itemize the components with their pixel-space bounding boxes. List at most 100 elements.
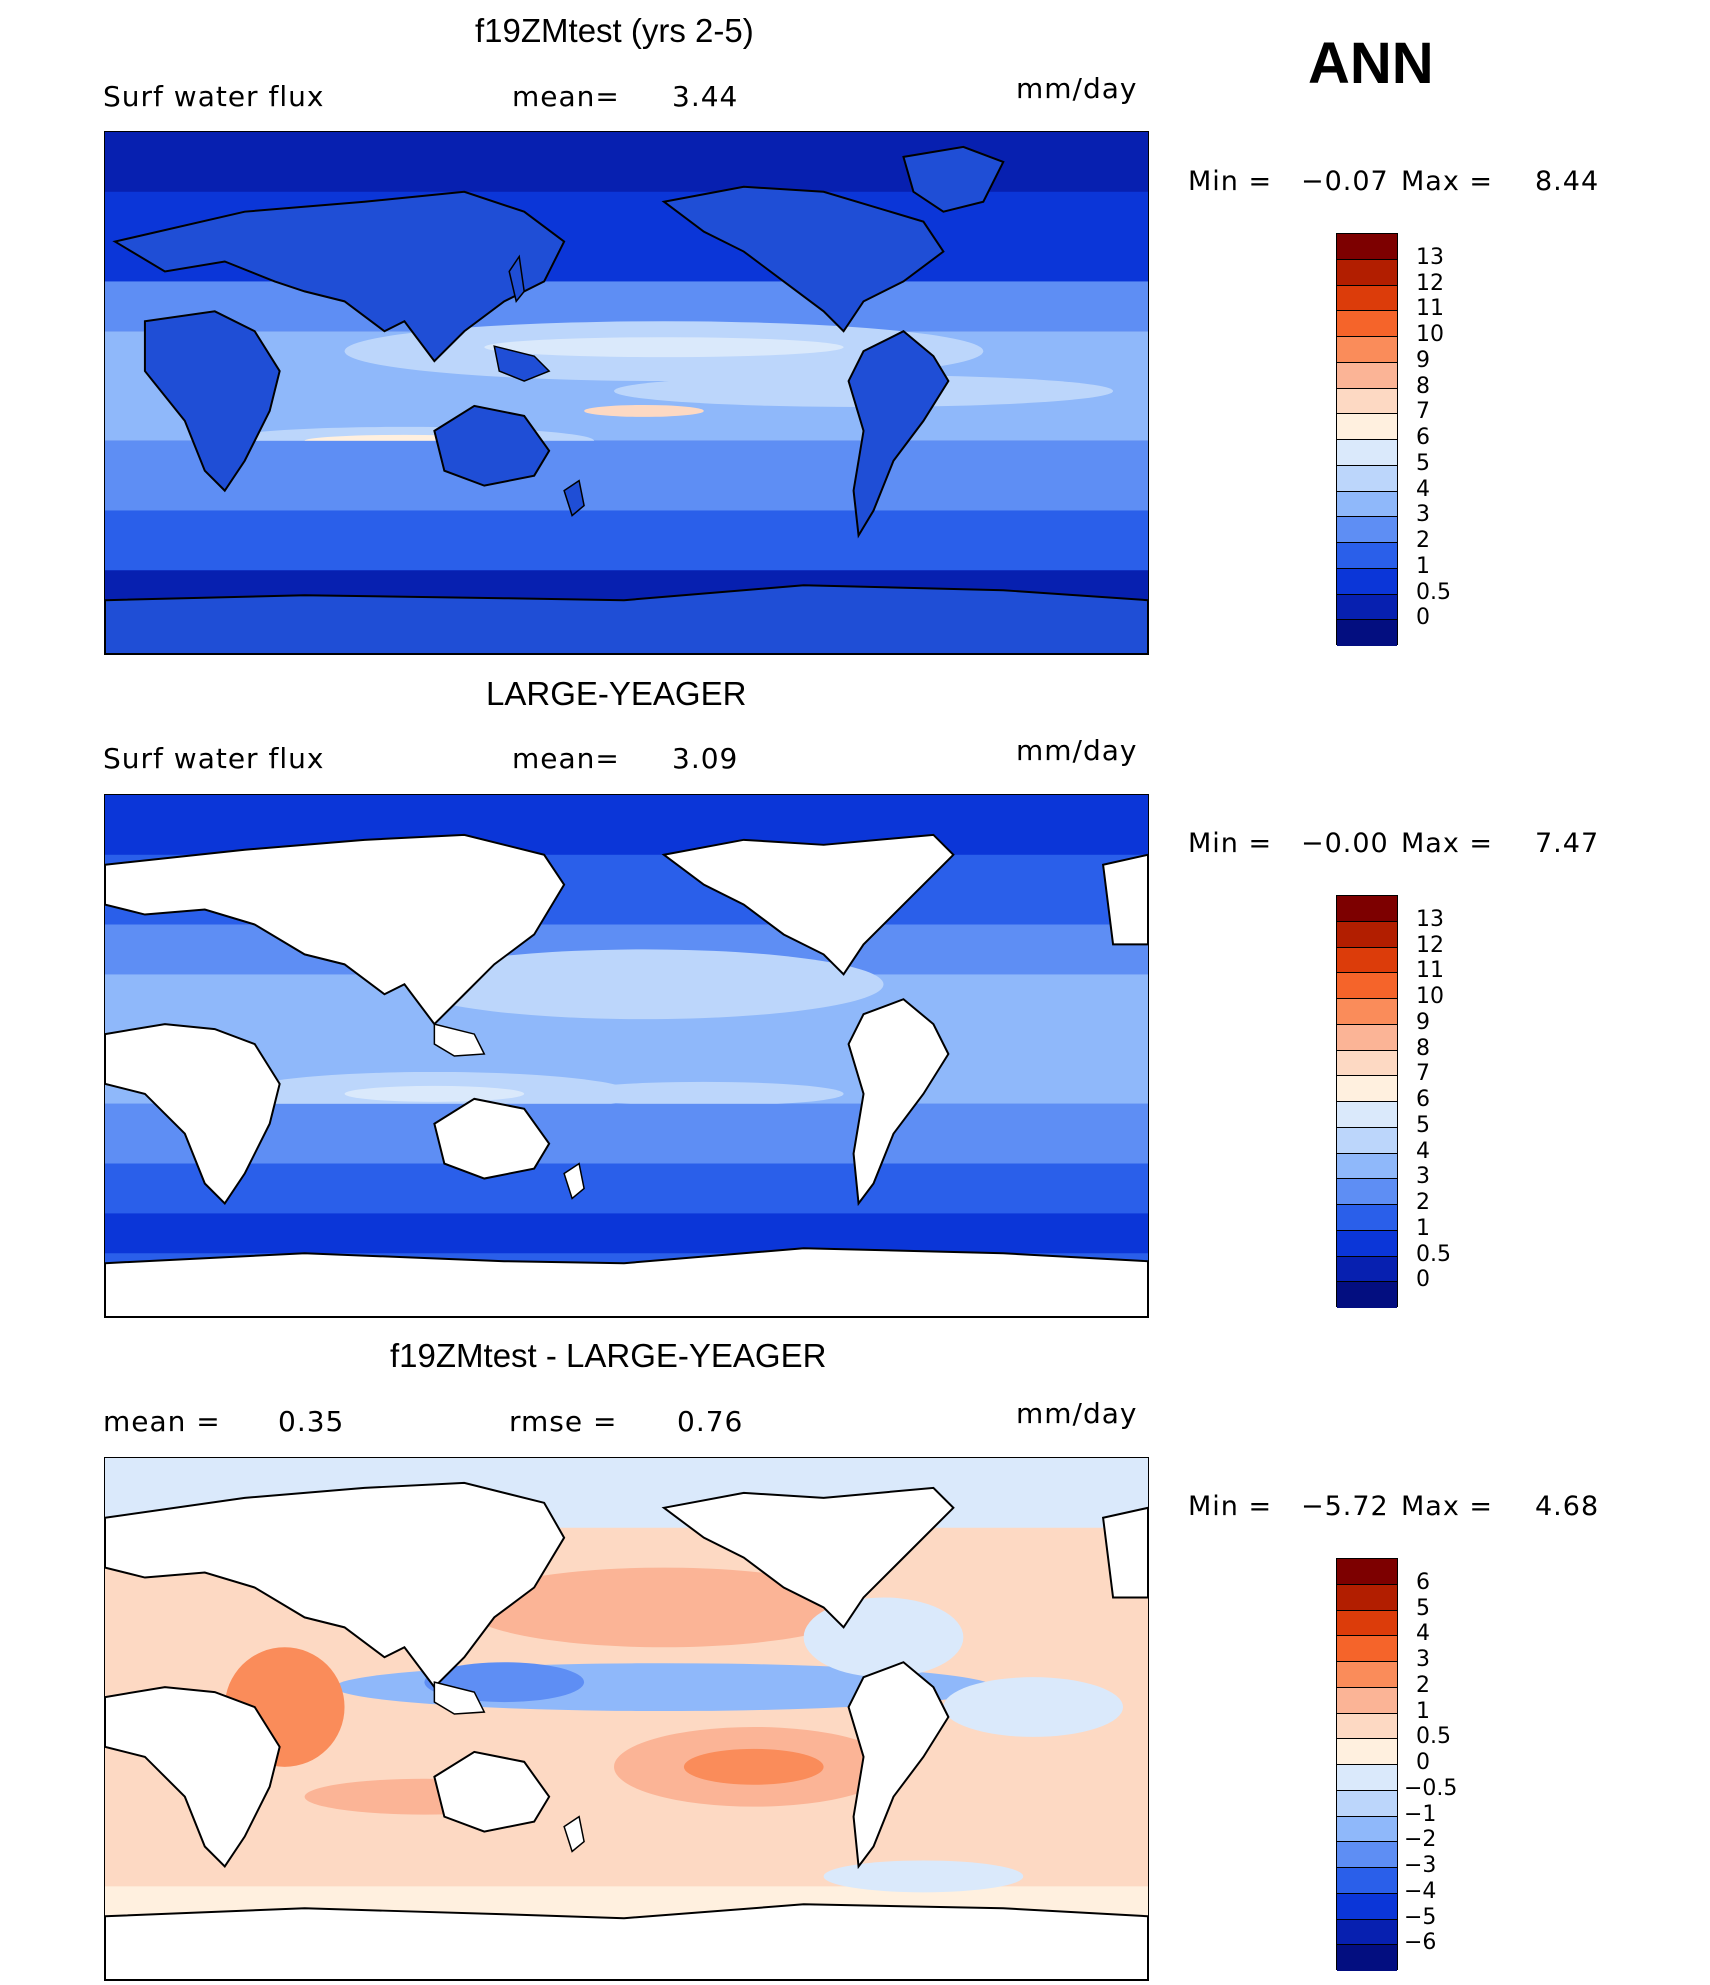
colorbar-swatch bbox=[1337, 1816, 1397, 1843]
colorbar-tick-label: 7 bbox=[1416, 399, 1430, 425]
colorbar-tick-label: 8 bbox=[1416, 1035, 1430, 1061]
colorbar-tick-label: 2 bbox=[1416, 1672, 1430, 1698]
panel-1-mean-label: mean= bbox=[512, 80, 620, 113]
colorbar-tick-label: 0 bbox=[1416, 1267, 1430, 1293]
colorbar-tick-label: 11 bbox=[1416, 958, 1444, 984]
colorbar-tick-label: 3 bbox=[1416, 1164, 1430, 1190]
colorbar-swatch bbox=[1337, 1559, 1397, 1585]
panel-2-units: mm/day bbox=[1016, 734, 1138, 767]
colorbar-tick-label: 5 bbox=[1416, 1112, 1430, 1138]
panel-1-mean-value: 3.44 bbox=[672, 80, 739, 113]
colorbar-swatch bbox=[1337, 1127, 1397, 1154]
panel-1-max-value: 8.44 bbox=[1535, 166, 1600, 197]
colorbar-tick-label: 12 bbox=[1416, 932, 1444, 958]
colorbar-swatch bbox=[1337, 1610, 1397, 1637]
colorbar-tick-label: −2 bbox=[1404, 1827, 1437, 1853]
colorbar-tick-label: 5 bbox=[1416, 450, 1430, 476]
colorbar-swatch bbox=[1337, 1945, 1397, 1971]
colorbar-swatch bbox=[1337, 543, 1397, 569]
panel-3-colorbar bbox=[1336, 1558, 1398, 1971]
colorbar-tick-label: −4 bbox=[1404, 1878, 1437, 1904]
colorbar-tick-label: 4 bbox=[1416, 476, 1430, 502]
colorbar-swatch bbox=[1337, 1256, 1397, 1283]
colorbar-swatch bbox=[1337, 1076, 1397, 1102]
colorbar-swatch bbox=[1337, 491, 1397, 518]
colorbar-tick-label: 4 bbox=[1416, 1621, 1430, 1647]
colorbar-swatch bbox=[1337, 465, 1397, 492]
colorbar-swatch bbox=[1337, 947, 1397, 974]
colorbar-tick-label: 0 bbox=[1416, 605, 1430, 631]
colorbar-swatch bbox=[1337, 1584, 1397, 1611]
colorbar-tick-label: −3 bbox=[1404, 1853, 1437, 1878]
colorbar-swatch bbox=[1337, 1102, 1397, 1128]
colorbar-swatch bbox=[1337, 1282, 1397, 1308]
colorbar-swatch bbox=[1337, 568, 1397, 595]
panel-2-mean-label: mean= bbox=[512, 742, 620, 775]
colorbar-swatch bbox=[1337, 1636, 1397, 1662]
colorbar-swatch bbox=[1337, 337, 1397, 363]
colorbar-swatch bbox=[1337, 1153, 1397, 1180]
colorbar-tick-label: 1 bbox=[1416, 1698, 1430, 1724]
panel-1-max-label: Max = bbox=[1401, 166, 1494, 197]
colorbar-tick-label: −6 bbox=[1404, 1930, 1437, 1956]
colorbar-tick-label: 0.5 bbox=[1416, 1724, 1451, 1750]
panel-3-max-value: 4.68 bbox=[1535, 1491, 1600, 1522]
colorbar-swatch bbox=[1337, 1050, 1397, 1077]
panel-2-min-label: Min = bbox=[1188, 828, 1273, 859]
colorbar-tick-label: −5 bbox=[1404, 1904, 1437, 1930]
panel-3-rmse-label: rmse = bbox=[509, 1405, 618, 1438]
colorbar-swatch bbox=[1337, 362, 1397, 389]
colorbar-swatch bbox=[1337, 1230, 1397, 1257]
panel-2-variable-label: Surf water flux bbox=[103, 742, 325, 775]
colorbar-tick-label: 7 bbox=[1416, 1061, 1430, 1087]
panel-1-min-value: −0.07 bbox=[1301, 166, 1389, 197]
colorbar-swatch bbox=[1337, 259, 1397, 286]
colorbar-swatch bbox=[1337, 1739, 1397, 1765]
colorbar-tick-label: 1 bbox=[1416, 1215, 1430, 1241]
panel-2-title: LARGE-YEAGER bbox=[486, 675, 747, 712]
panel-1-map bbox=[104, 131, 1149, 655]
panel-2-min-value: −0.00 bbox=[1301, 828, 1389, 859]
colorbar-tick-label: 6 bbox=[1416, 1087, 1430, 1112]
colorbar-swatch bbox=[1337, 311, 1397, 337]
colorbar-tick-label: 11 bbox=[1416, 296, 1444, 322]
colorbar-tick-label: 3 bbox=[1416, 502, 1430, 528]
colorbar-tick-label: −0.5 bbox=[1404, 1775, 1458, 1801]
panel-1-variable-label: Surf water flux bbox=[103, 80, 325, 113]
panel-3-mean-value: 0.35 bbox=[278, 1405, 345, 1438]
colorbar-swatch bbox=[1337, 388, 1397, 415]
colorbar-swatch bbox=[1337, 620, 1397, 646]
colorbar-tick-label: 6 bbox=[1416, 425, 1430, 450]
colorbar-swatch bbox=[1337, 1205, 1397, 1231]
colorbar-tick-label: 12 bbox=[1416, 270, 1444, 296]
colorbar-swatch bbox=[1337, 440, 1397, 466]
colorbar-tick-label: 0.5 bbox=[1416, 579, 1451, 605]
panel-1-colorbar bbox=[1336, 233, 1398, 646]
colorbar-tick-label: 10 bbox=[1416, 984, 1444, 1009]
panel-3-title: f19ZMtest - LARGE-YEAGER bbox=[390, 1337, 827, 1374]
colorbar-tick-label: 13 bbox=[1416, 244, 1444, 270]
colorbar-swatch bbox=[1337, 1790, 1397, 1817]
panel-2-max-value: 7.47 bbox=[1535, 828, 1600, 859]
colorbar-swatch bbox=[1337, 921, 1397, 948]
colorbar-swatch bbox=[1337, 1842, 1397, 1868]
colorbar-tick-label: 1 bbox=[1416, 553, 1430, 579]
colorbar-swatch bbox=[1337, 1893, 1397, 1920]
colorbar-swatch bbox=[1337, 1713, 1397, 1740]
panel-2-mean-value: 3.09 bbox=[672, 742, 739, 775]
colorbar-tick-label: 5 bbox=[1416, 1595, 1430, 1621]
panel-3-rmse-value: 0.76 bbox=[677, 1405, 744, 1438]
colorbar-swatch bbox=[1337, 1179, 1397, 1205]
colorbar-tick-label: 4 bbox=[1416, 1138, 1430, 1164]
panel-3-max-label: Max = bbox=[1401, 1491, 1494, 1522]
colorbar-tick-label: 8 bbox=[1416, 373, 1430, 399]
colorbar-tick-label: 13 bbox=[1416, 906, 1444, 932]
colorbar-tick-label: 2 bbox=[1416, 528, 1430, 553]
colorbar-tick-label: 0 bbox=[1416, 1750, 1430, 1775]
colorbar-tick-label: 2 bbox=[1416, 1190, 1430, 1215]
season-label: ANN bbox=[1308, 31, 1434, 96]
panel-2-map bbox=[104, 794, 1149, 1318]
panel-3-units: mm/day bbox=[1016, 1397, 1138, 1430]
colorbar-swatch bbox=[1337, 973, 1397, 999]
colorbar-swatch bbox=[1337, 1662, 1397, 1688]
